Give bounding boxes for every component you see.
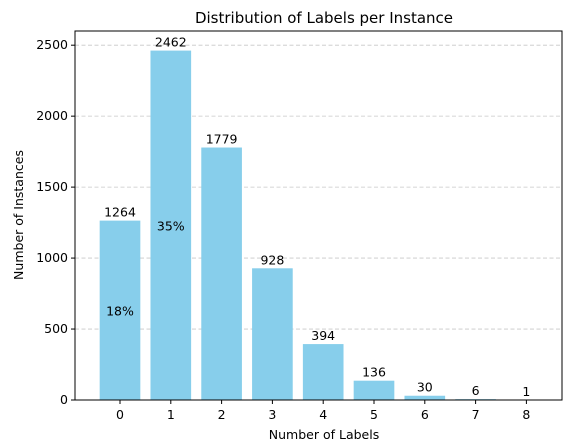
y-tick-label-1500: 1500 xyxy=(36,179,68,194)
value-label-4: 394 xyxy=(311,328,335,343)
value-label-2: 1779 xyxy=(206,132,238,147)
bar-6 xyxy=(404,395,446,400)
bar-3 xyxy=(252,268,293,400)
y-tick-label-0: 0 xyxy=(60,392,68,407)
plot-frame xyxy=(74,30,563,401)
y-axis-ticks: 0 500 1000 1500 2000 2500 xyxy=(36,37,75,407)
x-tick-label-3: 3 xyxy=(268,407,276,422)
bars xyxy=(99,50,547,400)
x-tick-label-7: 7 xyxy=(472,407,480,422)
grid-lines xyxy=(75,44,562,330)
bar-4 xyxy=(302,344,344,400)
x-tick-label-0: 0 xyxy=(116,407,124,422)
x-tick-label-4: 4 xyxy=(319,407,327,422)
percent-labels: 18% 35% xyxy=(106,218,185,318)
value-label-7: 6 xyxy=(472,383,480,398)
bar-0 xyxy=(99,220,141,400)
value-label-0: 1264 xyxy=(104,205,136,220)
value-label-3: 928 xyxy=(260,252,284,267)
bar-2 xyxy=(201,147,242,400)
value-labels: 1264 2462 1779 928 394 136 30 6 1 xyxy=(104,35,530,399)
x-tick-label-5: 5 xyxy=(370,407,378,422)
x-tick-label-6: 6 xyxy=(421,407,429,422)
bar-1 xyxy=(150,50,192,400)
value-label-5: 136 xyxy=(362,365,386,380)
value-label-1: 2462 xyxy=(155,35,187,50)
percent-label-1: 35% xyxy=(157,218,185,233)
x-tick-label-2: 2 xyxy=(218,407,226,422)
y-axis-label: Number of Instances xyxy=(11,150,26,280)
x-tick-label-8: 8 xyxy=(522,407,530,422)
y-tick-label-2000: 2000 xyxy=(36,108,68,123)
y-tick-label-1000: 1000 xyxy=(36,250,68,265)
y-tick-label-2500: 2500 xyxy=(36,37,68,52)
value-label-8: 1 xyxy=(522,384,530,399)
y-tick-label-500: 500 xyxy=(44,321,68,336)
chart-title: Distribution of Labels per Instance xyxy=(195,9,453,27)
percent-label-0: 18% xyxy=(106,303,134,318)
value-label-6: 30 xyxy=(417,380,433,395)
x-axis-ticks: 0 1 2 3 4 5 6 7 8 xyxy=(116,400,530,422)
bar-5 xyxy=(353,380,395,400)
x-tick-label-1: 1 xyxy=(167,407,175,422)
x-axis-label: Number of Labels xyxy=(269,427,379,441)
